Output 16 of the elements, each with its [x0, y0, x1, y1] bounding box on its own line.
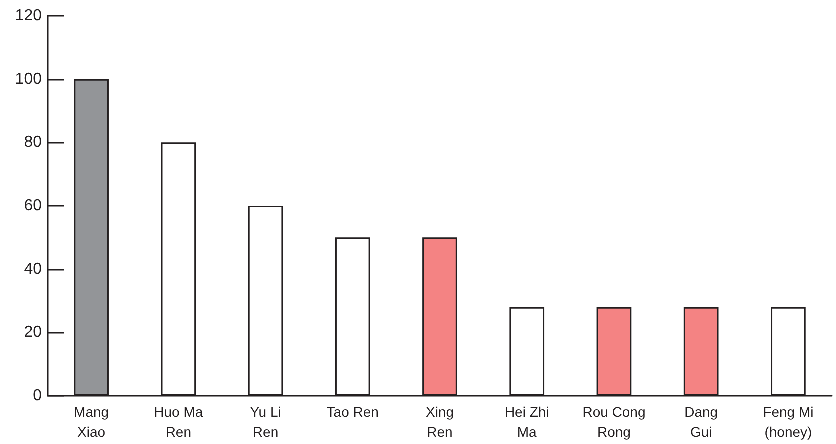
y-tick-label: 80	[24, 134, 42, 152]
y-tick-label: 100	[15, 70, 42, 88]
x-tick-label: Feng Mi (honey)	[763, 404, 814, 440]
x-tick-label: Dang Gui	[684, 404, 718, 440]
y-tick-label: 120	[15, 8, 42, 24]
x-tick-label: Mang Xiao	[74, 404, 110, 440]
x-tick-label: Huo Ma Ren	[154, 404, 204, 440]
y-tick-label: 40	[24, 260, 42, 278]
x-tick-label: Xing Ren	[426, 404, 454, 440]
y-tick-label: 60	[24, 198, 42, 214]
x-tick-label: Hei Zhi Ma	[504, 404, 550, 440]
x-tick-label: Tao Ren	[326, 404, 379, 420]
x-tick-label: Yu Li Ren	[250, 404, 282, 440]
y-tick-label: 20	[24, 324, 42, 342]
y-tick-label: 0	[33, 388, 42, 404]
x-tick-label: Rou Cong Rong	[582, 404, 646, 440]
